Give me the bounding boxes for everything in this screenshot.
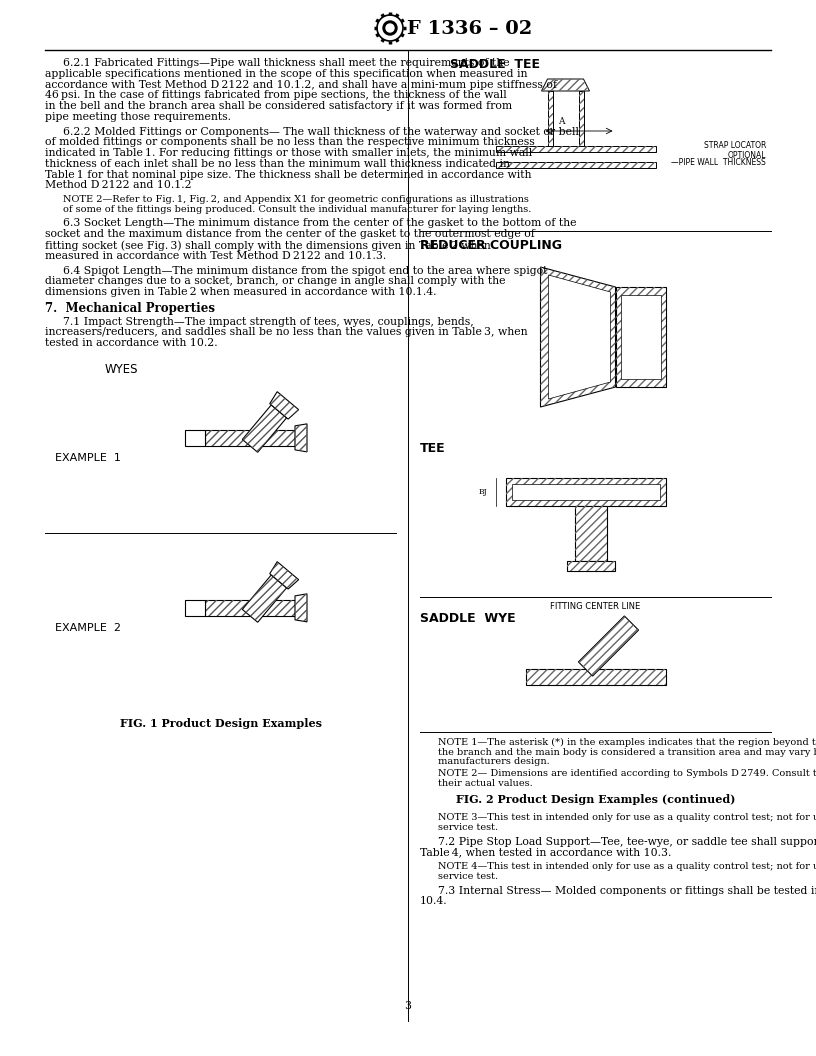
Polygon shape: [295, 423, 307, 452]
Bar: [495, 162, 655, 168]
Text: service test.: service test.: [438, 823, 498, 832]
Polygon shape: [205, 600, 295, 616]
Text: manufacturers design.: manufacturers design.: [438, 757, 550, 767]
Text: NOTE 2— Dimensions are identified according to Symbols D 2749. Consult the manuf: NOTE 2— Dimensions are identified accord…: [438, 769, 816, 778]
Text: socket and the maximum distance from the center of the gasket to the outermost e: socket and the maximum distance from the…: [45, 229, 534, 240]
Text: indicated in Table 1. For reducing fittings or those with smaller inlets, the mi: indicated in Table 1. For reducing fitti…: [45, 148, 532, 158]
Text: SADDLE  TEE: SADDLE TEE: [450, 58, 540, 71]
Bar: [512, 484, 659, 499]
Text: F 1336 – 02: F 1336 – 02: [407, 20, 532, 38]
Polygon shape: [242, 404, 286, 452]
Text: —PIPE WALL  THICKNESS: —PIPE WALL THICKNESS: [672, 158, 766, 167]
Polygon shape: [574, 506, 606, 561]
Polygon shape: [270, 562, 299, 589]
Text: 6.3 Socket Length—The minimum distance from the center of the gasket to the bott: 6.3 Socket Length—The minimum distance f…: [63, 219, 576, 228]
Bar: [548, 91, 552, 146]
Text: TEE: TEE: [420, 442, 446, 455]
Text: STRAP LOCATOR
OPTIONAL: STRAP LOCATOR OPTIONAL: [703, 142, 766, 161]
Bar: [566, 561, 614, 571]
Bar: [566, 561, 614, 571]
Bar: [579, 91, 583, 146]
Bar: [548, 91, 552, 146]
Text: NOTE 2—Refer to Fig. 1, Fig. 2, and Appendix X1 for geometric configurations as : NOTE 2—Refer to Fig. 1, Fig. 2, and Appe…: [63, 195, 529, 204]
Text: FIG. 2 Product Design Examples (continued): FIG. 2 Product Design Examples (continue…: [456, 794, 735, 806]
Text: 46 psi. In the case of fittings fabricated from pipe sections, the thickness of : 46 psi. In the case of fittings fabricat…: [45, 91, 507, 100]
Text: 7.1 Impact Strength—The impact strength of tees, wyes, couplings, bends,: 7.1 Impact Strength—The impact strength …: [63, 317, 474, 326]
Polygon shape: [620, 295, 660, 379]
Text: 10.4.: 10.4.: [420, 897, 448, 906]
Text: Table 1 for that nominal pipe size. The thickness shall be determined in accorda: Table 1 for that nominal pipe size. The …: [45, 170, 531, 180]
Text: fitting socket (see Fig. 3) shall comply with the dimensions given in Table 2 wh: fitting socket (see Fig. 3) shall comply…: [45, 240, 490, 250]
Polygon shape: [505, 478, 666, 506]
Text: A: A: [558, 117, 565, 126]
Bar: [495, 146, 655, 152]
Polygon shape: [542, 79, 589, 91]
Text: dimensions given in Table 2 when measured in accordance with 10.1.4.: dimensions given in Table 2 when measure…: [45, 287, 437, 297]
Text: BJ: BJ: [479, 488, 487, 496]
Polygon shape: [579, 616, 639, 676]
Text: NOTE 1—The asterisk (*) in the examples indicates that the region beyond the int: NOTE 1—The asterisk (*) in the examples …: [438, 738, 816, 748]
Text: tested in accordance with 10.2.: tested in accordance with 10.2.: [45, 338, 218, 348]
Bar: [579, 91, 583, 146]
Polygon shape: [205, 430, 295, 446]
Text: FITTING CENTER LINE: FITTING CENTER LINE: [550, 602, 641, 611]
Polygon shape: [548, 275, 610, 399]
Text: EXAMPLE  1: EXAMPLE 1: [55, 453, 121, 463]
Polygon shape: [295, 593, 307, 622]
Text: 7.3 Internal Stress— Molded components or fittings shall be tested in accordance: 7.3 Internal Stress— Molded components o…: [438, 886, 816, 895]
Polygon shape: [540, 267, 615, 407]
Text: 6.2.1 Fabricated Fittings—Pipe wall thickness shall meet the requirements of the: 6.2.1 Fabricated Fittings—Pipe wall thic…: [63, 58, 510, 68]
Text: EXAMPLE  2: EXAMPLE 2: [55, 623, 121, 633]
Text: of some of the fittings being produced. Consult the individual manufacturer for : of some of the fittings being produced. …: [63, 205, 531, 213]
Text: SADDLE  WYE: SADDLE WYE: [420, 612, 516, 625]
Polygon shape: [185, 600, 205, 616]
Text: in the bell and the branch area shall be considered satisfactory if it was forme: in the bell and the branch area shall be…: [45, 101, 512, 111]
Text: of molded fittings or components shall be no less than the respective minimum th: of molded fittings or components shall b…: [45, 137, 534, 148]
Text: 3: 3: [405, 1001, 411, 1011]
Bar: [495, 162, 655, 168]
Text: thickness of each inlet shall be no less than the minimum wall thickness indicat: thickness of each inlet shall be no less…: [45, 158, 510, 169]
Polygon shape: [242, 574, 286, 622]
Text: increasers/reducers, and saddles shall be no less than the values given in Table: increasers/reducers, and saddles shall b…: [45, 327, 528, 337]
Text: service test.: service test.: [438, 872, 498, 881]
Text: 7.  Mechanical Properties: 7. Mechanical Properties: [45, 302, 215, 315]
Text: diameter changes due to a socket, branch, or change in angle shall comply with t: diameter changes due to a socket, branch…: [45, 277, 505, 286]
Text: WYES: WYES: [105, 363, 139, 376]
Bar: [495, 146, 655, 152]
Text: 6.4 Spigot Length—The minimum distance from the spigot end to the area where spi: 6.4 Spigot Length—The minimum distance f…: [63, 265, 548, 276]
Text: Table 4, when tested in accordance with 10.3.: Table 4, when tested in accordance with …: [420, 847, 672, 857]
Circle shape: [383, 21, 397, 35]
Polygon shape: [615, 287, 666, 386]
Polygon shape: [526, 670, 666, 685]
Text: REDUCER COUPLING: REDUCER COUPLING: [420, 239, 562, 252]
Text: pipe meeting those requirements.: pipe meeting those requirements.: [45, 112, 231, 121]
Text: the branch and the main body is considered a transition area and may vary based : the branch and the main body is consider…: [438, 748, 816, 757]
Text: accordance with Test Method D 2122 and 10.1.2, and shall have a mini-mum pipe st: accordance with Test Method D 2122 and 1…: [45, 79, 557, 90]
Text: 6.2.2 Molded Fittings or Components— The wall thickness of the waterway and sock: 6.2.2 Molded Fittings or Components— The…: [63, 127, 579, 136]
Circle shape: [386, 24, 394, 32]
Text: FIG. 1 Product Design Examples: FIG. 1 Product Design Examples: [119, 718, 322, 729]
Polygon shape: [185, 430, 205, 446]
Text: measured in accordance with Test Method D 2122 and 10.1.3.: measured in accordance with Test Method …: [45, 250, 386, 261]
Text: NOTE 4—This test in intended only for use as a quality control test; not for use: NOTE 4—This test in intended only for us…: [438, 862, 816, 871]
Text: their actual values.: their actual values.: [438, 778, 533, 788]
Text: applicable specifications mentioned in the scope of this specification when meas: applicable specifications mentioned in t…: [45, 69, 527, 79]
Polygon shape: [270, 392, 299, 419]
Text: NOTE 3—This test in intended only for use as a quality control test; not for use: NOTE 3—This test in intended only for us…: [438, 813, 816, 823]
Text: Method D 2122 and 10.1.2: Method D 2122 and 10.1.2: [45, 181, 192, 190]
Text: 7.2 Pipe Stop Load Support—Tee, tee-wye, or saddle tee shall support the load in: 7.2 Pipe Stop Load Support—Tee, tee-wye,…: [438, 836, 816, 847]
